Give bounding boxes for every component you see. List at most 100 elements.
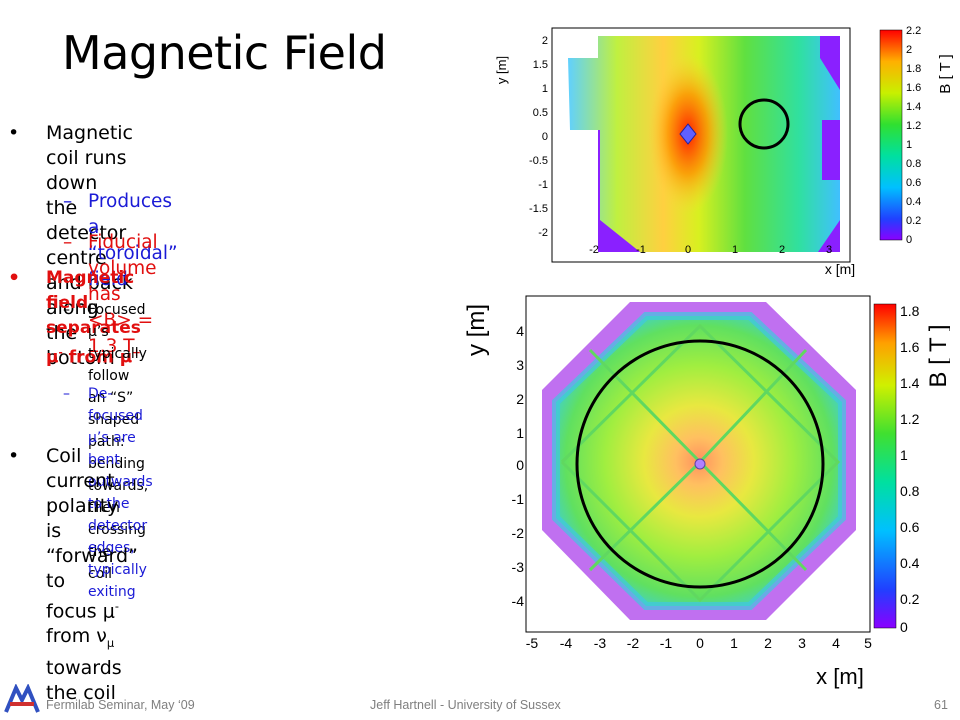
x-tick: 2 [779, 244, 785, 256]
y-tick: 0 [542, 131, 548, 143]
y-tick: 4 [516, 323, 524, 339]
bullet-coil: • Magnetic coil runs down the detector c… [8, 121, 134, 371]
cbar-tick: 1.8 [900, 303, 920, 319]
dash-marker: – [63, 232, 73, 253]
field-map-top: 2 1.5 1 0.5 0 -0.5 -1 -1.5 -2 -2 -1 0 1 … [480, 20, 960, 286]
y-axis-label-bottom: y [m] [463, 304, 490, 356]
bullet-text: Coil current polarity is “forward” to [46, 445, 138, 592]
cbar-tick: 1 [906, 139, 912, 151]
cbar-tick: 0.4 [906, 196, 921, 208]
cbar-tick: 1.6 [900, 339, 920, 355]
y-tick: -0.5 [529, 155, 548, 167]
page-number: 61 [934, 698, 948, 712]
cbar-tick: 0 [900, 619, 908, 635]
bullet-text: centre and back along the bottom [46, 247, 133, 369]
nu-mu-sub: μ [106, 636, 115, 651]
y-tick: -2 [512, 525, 525, 541]
x-axis-label-bottom: x [m] [816, 664, 864, 689]
y-tick: -1.5 [529, 203, 548, 215]
x-tick: 3 [798, 635, 806, 651]
bullet-polarity: • Coil current polarity is “forward” to … [8, 444, 138, 706]
slide-title: Magnetic Field [62, 26, 387, 80]
cbar-tick: 0.6 [906, 177, 921, 189]
fiducial-circle [575, 339, 825, 589]
sub-bullet-text: Produces a “toroidal” field [88, 191, 178, 290]
cbar-tick: 2 [906, 44, 912, 56]
y-tick: -1 [538, 179, 548, 191]
cbar-tick: 0.2 [900, 591, 920, 607]
cbar-tick: 1 [900, 447, 908, 463]
bullet-text-a: Magnetic field separates μ [46, 268, 141, 368]
bullet-text-line2: focus μ- from νμ towards the coil [46, 594, 138, 706]
bullet-text-b: from μ [62, 347, 133, 368]
x-tick: -5 [526, 635, 539, 651]
y-tick: -1 [512, 491, 525, 507]
mu-plus-sup: + [132, 348, 141, 359]
field-edge [552, 312, 846, 610]
y-tick-labels-top: 2 1.5 1 0.5 0 -0.5 -1 -1.5 -2 [529, 35, 548, 239]
bullet-text: Magnetic coil runs down the detector [46, 122, 134, 244]
colorbar-label-bottom: B [ T ] [925, 324, 950, 387]
x-tick: 5 [864, 635, 872, 651]
coil-marker [694, 458, 706, 470]
cbar-tick: 1.2 [900, 411, 920, 427]
x-tick: 1 [730, 635, 738, 651]
x-tick: -2 [627, 635, 640, 651]
field-map-bottom: 4 3 2 1 0 -1 -2 -3 -4 -5 -4 -3 -2 -1 0 1… [450, 290, 952, 694]
coil-marker [679, 123, 697, 145]
sub-bullet-focused: – Focused μ’s typically follow an “S” sh… [63, 299, 149, 585]
dash-marker: – [63, 386, 70, 402]
y-tick: -3 [512, 559, 525, 575]
footer-center: Jeff Hartnell - University of Sussex [370, 698, 561, 712]
y-tick: 2 [516, 391, 524, 407]
x-tick: 2 [764, 635, 772, 651]
y-tick: -2 [538, 227, 548, 239]
cbar-tick: 0.4 [900, 555, 920, 571]
x-tick: 3 [826, 244, 832, 256]
y-axis-label-top: y [m] [494, 56, 509, 84]
cbar-tick: 1.6 [906, 82, 921, 94]
y-tick: 1.5 [533, 59, 548, 71]
x-axis-label-top: x [m] [825, 261, 855, 277]
y-tick: 0.5 [533, 107, 548, 119]
colorbar-label-top: B [ T ] [937, 54, 954, 93]
x-tick: 0 [696, 635, 704, 651]
text-fragment: towards the coil [46, 657, 122, 705]
sub-bullet-text: Fiducial volume has <B> = 1.3 T [88, 232, 158, 357]
x-tick: 4 [832, 635, 840, 651]
sub-bullet-defocused: – De-focused μ’s are bent outwards to th… [63, 383, 153, 603]
y-tick: 3 [516, 357, 524, 373]
text-fragment: from ν [46, 625, 107, 648]
bullet-separation: • Magnetic field separates μ- from μ+ [8, 266, 141, 371]
bullet-marker: • [8, 267, 21, 289]
mu-minus-sup: - [58, 348, 63, 359]
fermilab-logo [2, 683, 42, 720]
cbar-tick: 1.8 [906, 63, 921, 75]
bullet-marker: • [8, 122, 20, 144]
x-tick: 0 [685, 244, 691, 256]
dash-marker: – [63, 302, 70, 318]
cbar-tick: 1.2 [906, 120, 921, 132]
x-tick: -4 [560, 635, 573, 651]
mu-minus-sup: - [114, 599, 119, 613]
x-tick-labels-top: -2 -1 0 1 2 3 [589, 244, 832, 256]
colorbar-ticks-top: 2.2 2 1.8 1.6 1.4 1.2 1 0.8 0.6 0.4 0.2 … [906, 25, 921, 246]
sub-bullet-text: Focused μ’s typically follow an “S” shap… [88, 302, 147, 428]
y-tick: 1 [542, 83, 548, 95]
x-tick: -1 [660, 635, 673, 651]
x-tick-labels-bottom: -5 -4 -3 -2 -1 0 1 2 3 4 5 [526, 635, 872, 651]
sub-bullet-fiducial: – Fiducial volume has <B> = 1.3 T [63, 230, 158, 360]
fiducial-circle [738, 98, 790, 150]
x-tick: -2 [589, 244, 599, 256]
cbar-tick: 1.4 [900, 375, 920, 391]
dash-marker: – [63, 191, 73, 212]
cbar-tick: 2.2 [906, 25, 921, 37]
colorbar-bottom [873, 303, 897, 629]
footer-left: Fermilab Seminar, May ‘09 [46, 698, 195, 712]
cbar-tick: 0 [906, 234, 912, 246]
y-tick: 0 [516, 457, 524, 473]
bullet-marker: • [8, 445, 20, 467]
cbar-tick: 1.4 [906, 101, 921, 113]
sub-bullet-text: path: bending towards, then crossing the [88, 434, 149, 560]
text-fragment: focus μ [46, 600, 115, 623]
